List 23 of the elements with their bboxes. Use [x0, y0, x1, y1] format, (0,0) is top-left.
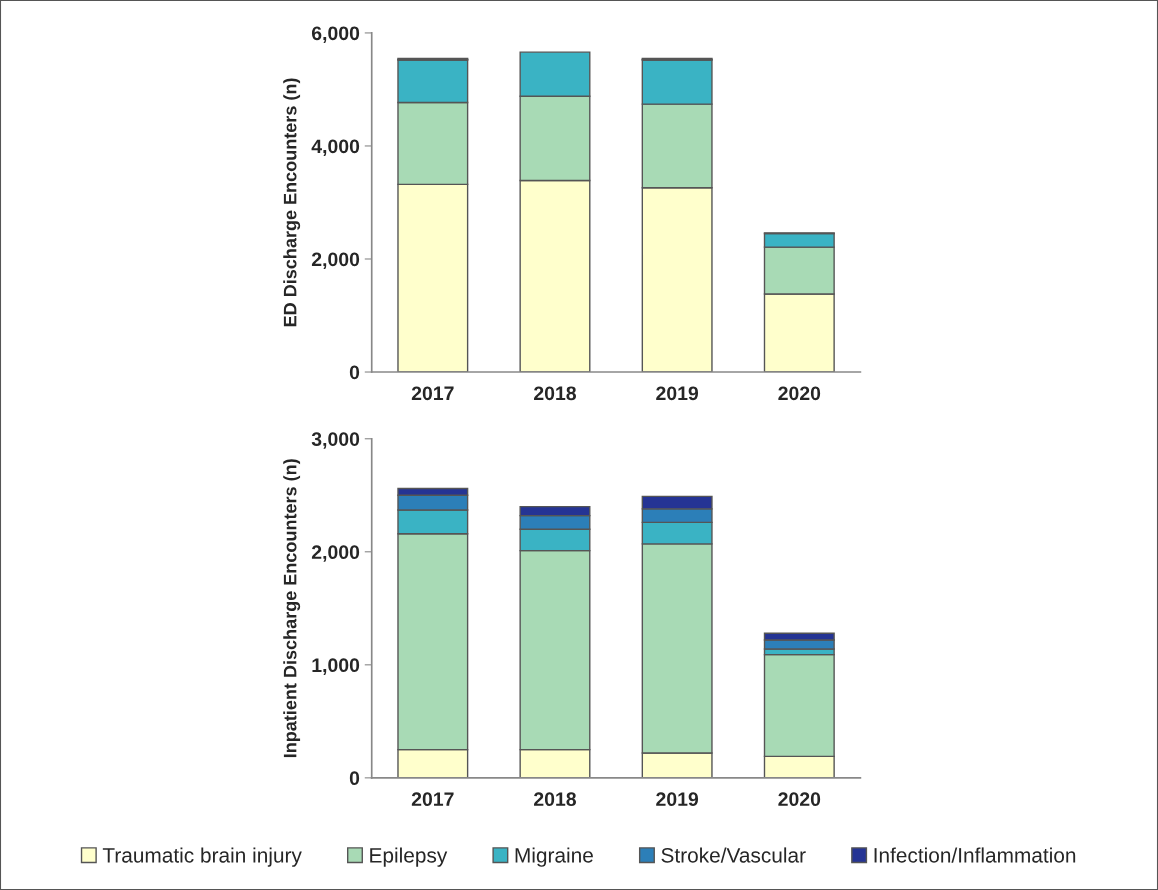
y-tick-label: 6,000 — [311, 26, 360, 43]
x-tick-label: 2020 — [778, 792, 821, 807]
x-tick-label: 2017 — [411, 386, 454, 401]
y-tick-label: 3,000 — [311, 432, 360, 449]
y-tick-label: 0 — [349, 365, 360, 380]
legend-label: Infection/Inflammation — [874, 847, 1076, 863]
x-tick-label: 2019 — [656, 386, 699, 401]
legend-label: Traumatic brain injury — [102, 847, 302, 867]
y-tick-label: 2,000 — [311, 252, 360, 270]
x-tick-label: 2020 — [778, 386, 821, 401]
x-tick-label: 2018 — [534, 386, 577, 401]
legend-label: Stroke/Vascular — [661, 847, 806, 863]
x-tick-label: 2017 — [411, 792, 454, 807]
x-tick-label: 2018 — [534, 792, 577, 807]
y-tick-label: 4,000 — [311, 139, 360, 157]
y-axis-title: ED Discharge Encounters (n) — [283, 78, 301, 327]
legend-label: Migraine — [515, 847, 593, 867]
x-tick-label: 2019 — [656, 792, 699, 807]
y-tick-label: 1,000 — [312, 658, 360, 675]
y-axis-title: Inpatient Discharge Encounters (n) — [283, 459, 301, 758]
y-tick-label: 2,000 — [311, 545, 360, 562]
y-tick-label: 0 — [349, 771, 360, 786]
legend-label: Epilepsy — [370, 847, 448, 867]
